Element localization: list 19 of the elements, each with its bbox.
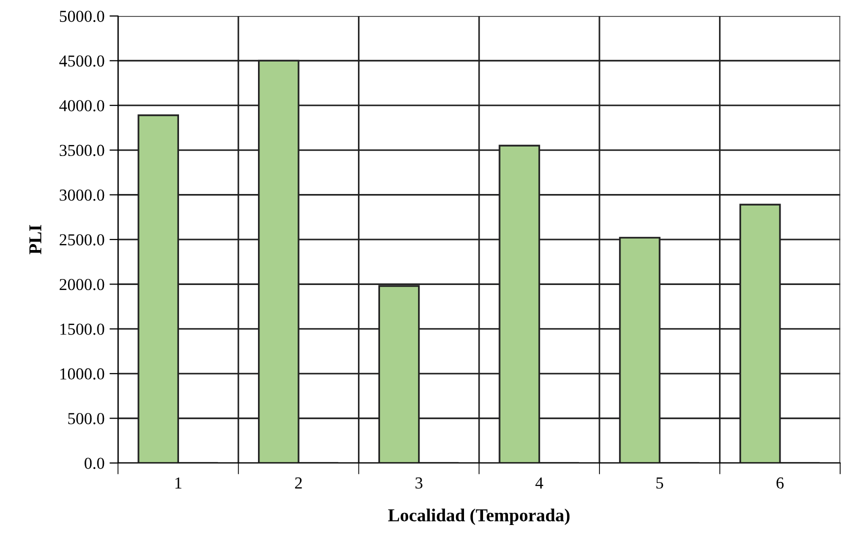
x-tick-label: 4 — [535, 477, 544, 488]
y-tick-label: 500.0 — [68, 413, 104, 424]
y-tick-label: 0.0 — [84, 458, 104, 470]
x-tick-label: 5 — [656, 478, 664, 489]
y-tick-label: 2000.0 — [60, 278, 104, 290]
y-tick-label: 5000.0 — [60, 10, 104, 22]
y-tick-label: 4000.0 — [59, 100, 104, 112]
x-tick-label: 1 — [175, 477, 182, 488]
x-tick-label: 6 — [776, 477, 784, 489]
y-tick-label: 3000.0 — [60, 190, 104, 201]
x-axis-title: Localidad (Temporada) — [388, 508, 570, 526]
x-tick-label: 3 — [416, 477, 422, 489]
y-tick-label: 4500.0 — [59, 55, 104, 67]
y-tick-label: 1500.0 — [60, 324, 104, 335]
x-tick-label: 2 — [295, 477, 302, 488]
y-tick-label: 1000.0 — [60, 368, 104, 380]
y-tick-label: 3500.0 — [60, 144, 104, 156]
y-axis-title: PLI — [29, 225, 42, 254]
y-tick-label: 2500.0 — [60, 234, 104, 246]
